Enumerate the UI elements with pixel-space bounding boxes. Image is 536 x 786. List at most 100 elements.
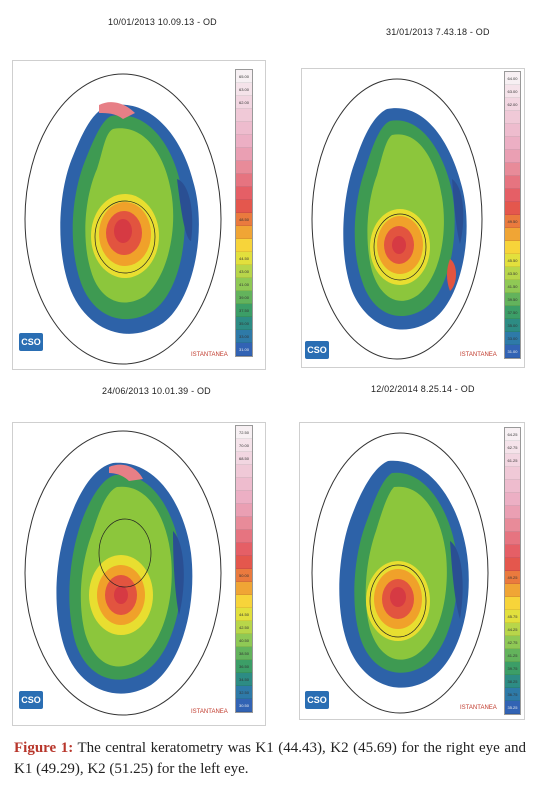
scale-step xyxy=(505,150,520,163)
scale-step xyxy=(505,584,520,597)
map-mode-label: ISTANTANEA xyxy=(460,352,497,358)
color-scale: 64.00 63.00 62.00 49.50 45.50 43.50 41.5… xyxy=(504,71,521,359)
scale-step xyxy=(236,187,252,200)
scale-step: 63.00 xyxy=(236,83,252,96)
scale-step xyxy=(505,506,520,519)
scale-step: 49.25 xyxy=(505,571,520,584)
corneal-map-2 xyxy=(311,78,483,360)
scale-step xyxy=(505,111,520,124)
scale-step: 37.50 xyxy=(236,304,252,317)
scale-step: 36.50 xyxy=(236,660,252,673)
map-frame: 64.25 62.75 61.25 49.25 45.75 44.25 42.7… xyxy=(299,422,525,720)
cso-logo: CSO xyxy=(305,691,329,709)
scale-step xyxy=(236,174,252,187)
scale-step: 45.75 xyxy=(505,610,520,623)
scale-step: 36.75 xyxy=(505,688,520,701)
color-scale: 64.25 62.75 61.25 49.25 45.75 44.25 42.7… xyxy=(504,427,521,715)
map-frame: 72.50 70.00 68.50 50.00 44.50 42.50 40.5… xyxy=(12,422,266,726)
scale-step xyxy=(505,597,520,610)
map-mode-label: ISTANTANEA xyxy=(191,352,228,358)
scale-step xyxy=(236,135,252,148)
corneal-map-1 xyxy=(24,73,222,365)
scale-step: 62.75 xyxy=(505,441,520,454)
scale-step xyxy=(236,200,252,213)
figure-caption: Figure 1: The central keratometry was K1… xyxy=(14,738,526,780)
scale-step: 33.00 xyxy=(505,332,520,345)
scale-step: 39.75 xyxy=(505,662,520,675)
scale-step: 31.00 xyxy=(505,345,520,358)
scale-step: 45.50 xyxy=(505,254,520,267)
scale-step: 35.00 xyxy=(505,319,520,332)
scale-step xyxy=(505,519,520,532)
scale-step xyxy=(236,543,252,556)
scale-step xyxy=(505,558,520,571)
map-frame: 64.00 63.00 62.00 49.50 45.50 43.50 41.5… xyxy=(301,68,525,368)
scale-step: 62.00 xyxy=(505,98,520,111)
figure-caption-text: The central keratometry was K1 (44.43), … xyxy=(14,740,526,777)
scale-step: 39.50 xyxy=(505,293,520,306)
panel-title: 10/01/2013 10.09.13 - OD xyxy=(108,17,217,27)
scale-step xyxy=(505,545,520,558)
scale-step xyxy=(505,189,520,202)
scale-step: 65.00 xyxy=(236,70,252,83)
scale-step: 72.50 xyxy=(236,426,252,439)
scale-step xyxy=(236,595,252,608)
scale-step xyxy=(236,517,252,530)
panel-title: 12/02/2014 8.25.14 - OD xyxy=(371,384,475,394)
scale-step: 38.50 xyxy=(236,647,252,660)
scale-step: 35.25 xyxy=(505,701,520,714)
map-mode-label: ISTANTANEA xyxy=(191,709,228,715)
scale-step: 42.50 xyxy=(236,621,252,634)
scale-step xyxy=(505,480,520,493)
scale-step: 40.50 xyxy=(236,634,252,647)
scale-step xyxy=(236,504,252,517)
scale-step xyxy=(236,491,252,504)
scale-step: 38.25 xyxy=(505,675,520,688)
scale-step xyxy=(505,176,520,189)
map-mode-label: ISTANTANEA xyxy=(460,705,497,711)
scale-step xyxy=(505,228,520,241)
scale-step: 70.00 xyxy=(236,439,252,452)
scale-step: 39.00 xyxy=(236,291,252,304)
scale-step xyxy=(505,241,520,254)
scale-step xyxy=(236,148,252,161)
scale-step: 50.00 xyxy=(236,569,252,582)
scale-step: 32.50 xyxy=(236,686,252,699)
scale-step: 35.00 xyxy=(236,317,252,330)
cso-logo: CSO xyxy=(19,333,43,351)
scale-step: 64.00 xyxy=(505,72,520,85)
scale-step: 41.25 xyxy=(505,649,520,662)
figure-label: Figure 1: xyxy=(14,740,74,756)
scale-step: 41.00 xyxy=(236,278,252,291)
scale-step xyxy=(236,239,252,252)
corneal-map-3 xyxy=(24,430,222,716)
scale-step: 33.00 xyxy=(236,330,252,343)
corneal-map-4 xyxy=(311,432,489,714)
scale-step xyxy=(505,137,520,150)
color-scale: 65.00 63.00 62.00 48.50 44.50 43.00 41.0… xyxy=(235,69,253,357)
scale-step: 34.50 xyxy=(236,673,252,686)
scale-step xyxy=(236,226,252,239)
scale-step: 30.50 xyxy=(236,699,252,712)
scale-step: 44.25 xyxy=(505,623,520,636)
scale-step xyxy=(236,582,252,595)
scale-step: 62.00 xyxy=(236,96,252,109)
scale-step: 42.75 xyxy=(505,636,520,649)
scale-step: 44.50 xyxy=(236,608,252,621)
scale-step: 64.25 xyxy=(505,428,520,441)
scale-step: 44.50 xyxy=(236,252,252,265)
color-scale: 72.50 70.00 68.50 50.00 44.50 42.50 40.5… xyxy=(235,425,253,713)
scale-step: 31.00 xyxy=(236,343,252,356)
scale-step xyxy=(236,478,252,491)
scale-step xyxy=(505,124,520,137)
scale-step xyxy=(236,109,252,122)
cso-logo: CSO xyxy=(19,691,43,709)
scale-step: 48.50 xyxy=(236,213,252,226)
scale-step xyxy=(236,122,252,135)
scale-step xyxy=(505,532,520,545)
panel-title: 31/01/2013 7.43.18 - OD xyxy=(386,27,490,37)
scale-step: 68.50 xyxy=(236,452,252,465)
scale-step xyxy=(505,467,520,480)
scale-step xyxy=(505,493,520,506)
scale-step xyxy=(236,161,252,174)
